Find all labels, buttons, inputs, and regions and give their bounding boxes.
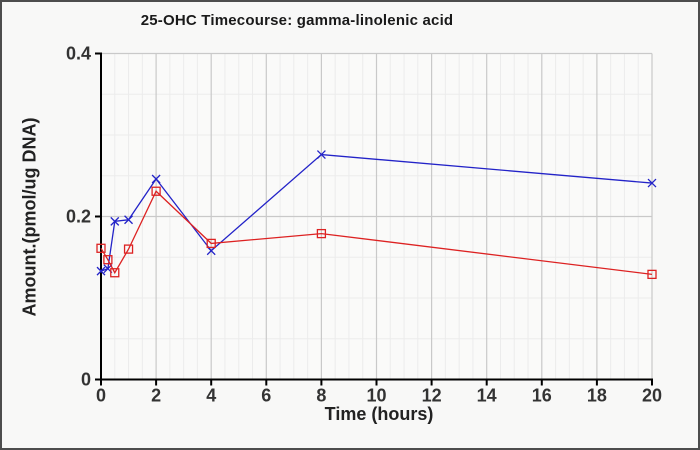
y-tick-label: 0.2 xyxy=(66,207,91,227)
chart-title: 25-OHC Timecourse: gamma-linolenic acid xyxy=(140,12,454,29)
red-series-line xyxy=(100,190,653,276)
blue-series-marker-x xyxy=(124,215,134,225)
x-tick-label: 10 xyxy=(366,386,386,406)
red-series-marker-square xyxy=(151,186,161,196)
x-axis-title: Time (hours) xyxy=(324,404,434,424)
x-tick-label: 20 xyxy=(642,386,662,406)
x-tick-label: 8 xyxy=(316,386,326,406)
x-tick-label: 12 xyxy=(422,386,442,406)
red-series-marker-square xyxy=(647,269,657,280)
red-series-marker-square xyxy=(316,228,327,239)
y-tick-label: 0.4 xyxy=(66,44,91,64)
red-series-marker-square xyxy=(110,268,120,278)
blue-series-marker-x xyxy=(151,174,161,184)
x-tick-label: 18 xyxy=(587,386,607,406)
y-tick-label: 0 xyxy=(81,370,91,390)
x-tick-label: 2 xyxy=(151,386,161,406)
red-series-marker-square xyxy=(96,243,106,253)
blue-series-marker-x xyxy=(206,246,216,256)
blue-series-marker-x xyxy=(647,178,657,188)
blue-series-marker-x xyxy=(96,266,106,276)
x-tick-label: 4 xyxy=(206,386,216,406)
red-series-marker-square xyxy=(103,255,113,265)
red-series-marker-square xyxy=(123,244,134,254)
x-tick-label: 16 xyxy=(532,386,552,406)
blue-series-marker-x xyxy=(110,216,120,226)
x-tick-label: 0 xyxy=(96,386,106,406)
red-series-marker-square xyxy=(206,238,216,249)
x-tick-label: 6 xyxy=(261,386,271,406)
blue-series-marker-x xyxy=(316,150,326,160)
x-tick-label: 14 xyxy=(477,386,497,406)
